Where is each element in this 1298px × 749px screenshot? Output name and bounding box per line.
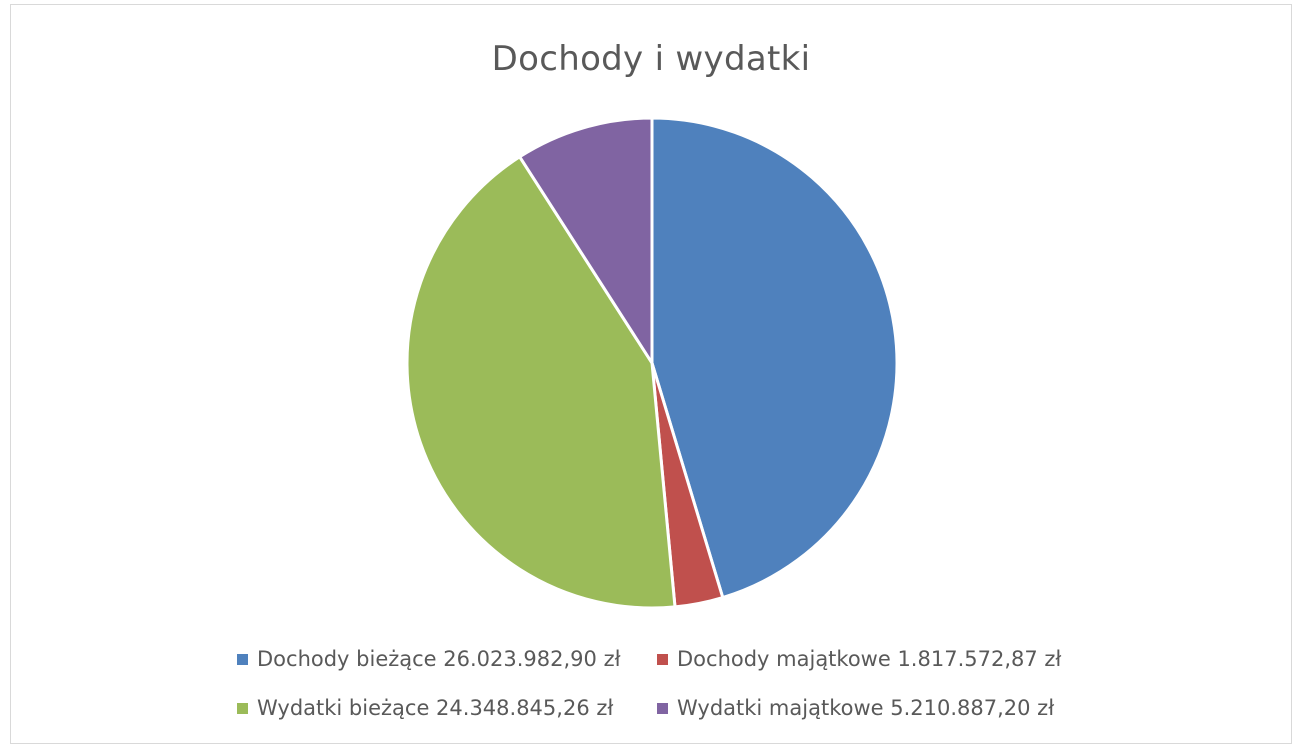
- legend-label-wydatki-majatkowe: Wydatki majątkowe 5.210.887,20 zł: [677, 696, 1055, 720]
- legend-item-wydatki-biezace: Wydatki bieżące 24.348.845,26 zł: [237, 696, 657, 720]
- chart-title: Dochody i wydatki: [491, 39, 811, 79]
- pie-slice-wydatki-majatkowe: [518, 116, 654, 365]
- legend-swatch-wydatki-biezace: [237, 702, 248, 714]
- legend-label-dochody-biezace: Dochody bieżące 26.023.982,90 zł: [257, 647, 621, 671]
- chart-legend: Dochody bieżące 26.023.982,90 zł Dochody…: [237, 647, 1137, 720]
- legend-item-dochody-majatkowe: Dochody majątkowe 1.817.572,87 zł: [657, 647, 1117, 671]
- legend-swatch-dochody-majatkowe: [657, 653, 668, 665]
- pie-slice-dochody-biezace: [650, 116, 899, 600]
- legend-label-dochody-majatkowe: Dochody majątkowe 1.817.572,87 zł: [677, 647, 1062, 671]
- legend-swatch-dochody-biezace: [237, 653, 248, 665]
- pie-slice-wydatki-biezace: [405, 155, 677, 610]
- chart-area: Dochody i wydatki Dochody bieżące 26.023…: [10, 4, 1292, 744]
- legend-swatch-wydatki-majatkowe: [657, 702, 668, 714]
- legend-item-wydatki-majatkowe: Wydatki majątkowe 5.210.887,20 zł: [657, 696, 1117, 720]
- legend-item-dochody-biezace: Dochody bieżące 26.023.982,90 zł: [237, 647, 657, 671]
- legend-label-wydatki-biezace: Wydatki bieżące 24.348.845,26 zł: [257, 696, 614, 720]
- pie-chart: [405, 116, 899, 610]
